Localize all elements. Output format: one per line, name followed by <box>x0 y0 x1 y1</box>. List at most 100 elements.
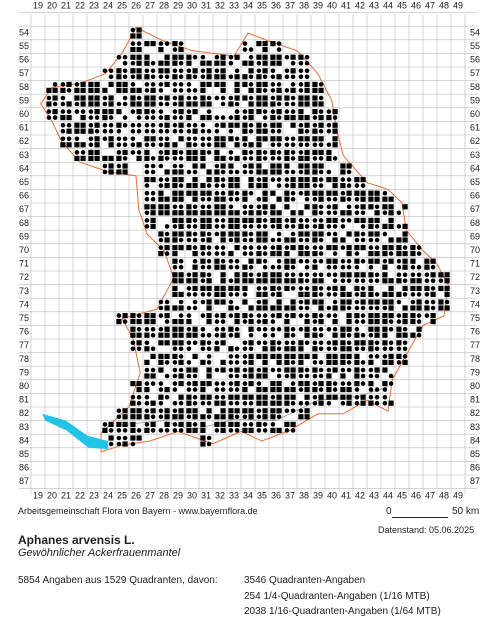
record-square <box>312 386 318 393</box>
record-square <box>234 177 240 183</box>
record-dot <box>144 128 150 134</box>
record-dot <box>312 196 318 202</box>
record-dot <box>332 224 338 229</box>
column-label: 23 <box>89 490 99 500</box>
record-square <box>172 231 178 237</box>
record-dot <box>396 258 402 264</box>
record-dot <box>248 231 254 237</box>
record-dot <box>206 136 212 142</box>
record-square <box>220 299 226 305</box>
record-square <box>234 122 240 128</box>
row-label: 67 <box>470 204 480 214</box>
record-dot <box>192 204 198 210</box>
record-square <box>298 367 304 373</box>
column-label: 22 <box>75 0 85 10</box>
record-dot <box>150 74 156 80</box>
record-dot <box>178 264 184 270</box>
column-label: 43 <box>369 0 379 10</box>
record-dot <box>382 394 388 400</box>
column-label: 37 <box>285 0 295 10</box>
record-dot <box>228 128 234 134</box>
record-dot <box>206 128 212 134</box>
record-dot <box>270 142 276 148</box>
record-dot <box>290 400 296 406</box>
record-square <box>130 408 136 414</box>
record-square <box>150 408 156 414</box>
row-label: 71 <box>19 259 29 269</box>
record-dot <box>340 264 346 270</box>
record-square <box>220 427 226 433</box>
record-square <box>346 291 352 297</box>
record-square <box>326 114 332 121</box>
record-dot <box>312 258 318 264</box>
record-square <box>52 95 58 101</box>
record-dot <box>304 305 310 311</box>
record-square <box>256 81 262 88</box>
record-dot <box>192 169 198 175</box>
record-dot <box>178 299 184 305</box>
record-dot <box>360 286 366 291</box>
record-dot <box>206 400 212 406</box>
record-dot <box>150 142 156 148</box>
record-dot <box>186 326 192 332</box>
record-square <box>312 313 318 319</box>
record-dot <box>178 346 184 352</box>
record-square <box>270 60 276 66</box>
record-square <box>304 291 310 297</box>
record-dot <box>276 156 282 161</box>
record-dot <box>228 169 234 175</box>
row-label: 83 <box>19 422 29 432</box>
record-dot <box>368 354 374 359</box>
record-square <box>290 373 296 379</box>
record-square <box>284 346 290 352</box>
record-dot <box>242 319 248 324</box>
record-square <box>172 74 178 80</box>
record-dot <box>340 224 346 229</box>
record-square <box>276 272 282 278</box>
record-dot <box>270 128 276 134</box>
record-dot <box>256 245 262 250</box>
record-square <box>136 46 142 53</box>
record-dot <box>242 210 248 216</box>
record-square <box>396 332 402 338</box>
record-square <box>298 163 304 169</box>
column-label: 31 <box>201 0 211 10</box>
record-dot <box>332 196 338 202</box>
record-square <box>318 87 324 93</box>
record-square <box>200 381 206 387</box>
record-dot <box>248 122 254 128</box>
record-dot <box>368 394 374 400</box>
record-square <box>382 332 388 338</box>
record-dot <box>276 373 282 379</box>
record-square <box>318 149 324 156</box>
record-square <box>200 359 206 365</box>
column-label: 28 <box>159 490 169 500</box>
record-dot <box>242 340 248 346</box>
record-square <box>94 122 100 128</box>
record-square <box>360 190 366 196</box>
record-square <box>164 54 170 60</box>
record-dot <box>382 354 388 359</box>
record-square <box>108 81 114 88</box>
record-dot <box>186 169 192 175</box>
record-square <box>382 313 388 319</box>
record-square <box>360 245 366 251</box>
record-square <box>228 136 234 142</box>
record-square <box>94 142 100 148</box>
record-dot <box>150 326 156 332</box>
record-dot <box>354 278 360 284</box>
record-dot <box>158 115 164 120</box>
record-square <box>396 250 402 257</box>
record-dot <box>368 278 374 284</box>
record-dot <box>360 258 366 264</box>
record-square <box>200 272 206 278</box>
record-square <box>200 163 206 169</box>
record-dot <box>248 54 254 60</box>
record-dot <box>178 367 184 373</box>
record-dot <box>158 305 164 311</box>
record-square <box>220 122 226 128</box>
record-square <box>242 136 248 142</box>
record-dot <box>354 237 360 243</box>
record-square <box>192 427 198 433</box>
record-dot <box>312 326 318 332</box>
